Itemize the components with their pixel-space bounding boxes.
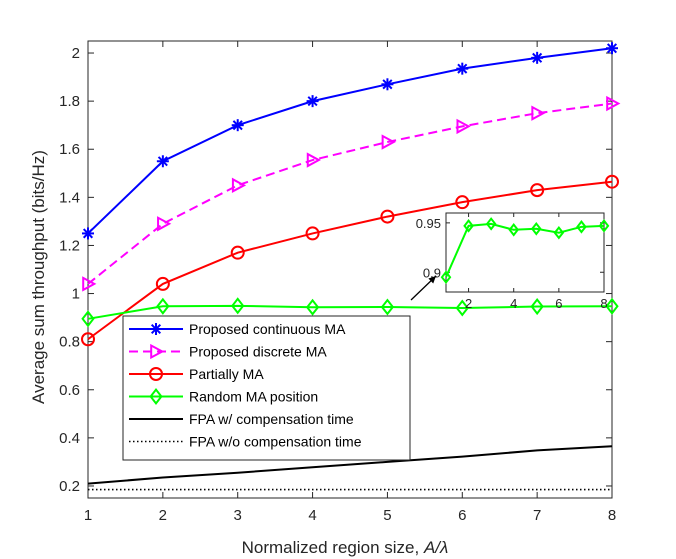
zoom-arrow	[410, 275, 437, 301]
inset-data-point	[440, 270, 452, 284]
data-point	[455, 299, 469, 317]
data-point	[606, 95, 621, 112]
data-point	[531, 51, 544, 64]
x-tick-label: 6	[458, 507, 466, 524]
inset-data-point	[463, 219, 474, 233]
x-tick-label: 5	[383, 507, 391, 524]
series-line-4	[87, 445, 613, 485]
legend-marker	[149, 367, 163, 381]
data-point	[606, 42, 618, 55]
inset-x-tick-label: 6	[555, 296, 562, 311]
data-point	[380, 298, 395, 316]
x-tick-label: 1	[84, 507, 92, 524]
legend-marker	[150, 323, 162, 335]
data-point	[605, 174, 619, 189]
legend-marker	[149, 387, 163, 406]
y-tick-label: 1.6	[59, 141, 80, 158]
inset-x-tick-label: 8	[600, 296, 607, 311]
y-tick-label: 1.2	[59, 237, 80, 254]
data-point	[81, 310, 95, 328]
inset-x-tick-label: 2	[465, 296, 472, 311]
y-tick-label: 1	[72, 286, 80, 303]
data-point	[306, 152, 321, 168]
x-tick-label: 8	[608, 507, 616, 524]
legend-entry: FPA w/ compensation time	[189, 411, 354, 427]
legend: Proposed continuous MA Proposed discrete …	[122, 315, 411, 461]
data-point	[306, 95, 319, 108]
data-point	[231, 119, 244, 132]
data-point	[531, 105, 546, 121]
legend-marker	[150, 343, 165, 360]
inset-data-point	[530, 222, 542, 236]
legend-entry: FPA w/o compensation time	[189, 434, 362, 450]
y-tick-label: 0.2	[59, 478, 80, 495]
series-line-1	[87, 102, 613, 285]
legend-entry: Proposed discrete MA	[189, 344, 327, 360]
inset-data-point	[485, 217, 497, 231]
data-point	[530, 298, 544, 316]
x-tick-label: 2	[159, 507, 167, 524]
data-point	[456, 118, 471, 135]
y-tick-label: 0.6	[59, 382, 80, 399]
y-tick-label: 2	[72, 45, 80, 62]
y-tick-label: 1.4	[59, 189, 80, 206]
series-line-3	[87, 304, 613, 320]
data-point	[381, 78, 394, 91]
data-point	[605, 297, 619, 315]
data-point	[81, 332, 95, 347]
inset-y-tick-label: 0.95	[416, 216, 441, 231]
y-axis-label: Average sum throughput (bits/Hz)	[29, 150, 48, 404]
x-axis-label: Normalized region size, A/λ	[242, 538, 449, 557]
data-point	[230, 245, 245, 260]
y-tick-label: 1.8	[59, 93, 80, 110]
inset-x-tick-label: 4	[510, 296, 517, 311]
x-tick-label: 7	[533, 507, 541, 524]
inset-data-point	[598, 219, 610, 233]
x-axis-label-symbol: A/λ	[423, 538, 448, 557]
data-point	[455, 195, 470, 210]
legend-entry: Proposed continuous MA	[189, 321, 346, 337]
inset-y-tick-label: 0.9	[423, 265, 441, 280]
inset-data-point	[508, 222, 520, 237]
x-axis-label-prefix: Normalized region size,	[242, 538, 424, 557]
y-tick-label: 0.8	[59, 334, 80, 351]
data-point	[380, 209, 395, 224]
data-point	[156, 155, 169, 168]
x-tick-label: 3	[234, 507, 242, 524]
data-point	[530, 183, 545, 198]
data-point	[231, 177, 247, 193]
y-tick-label: 0.4	[59, 430, 80, 447]
data-point	[305, 298, 320, 316]
inset-data-point	[553, 225, 565, 240]
legend-entry: Partially MA	[189, 366, 264, 382]
series-line-0	[87, 47, 613, 235]
data-point	[231, 297, 245, 315]
inset-plot: 2 4 6 8 0.9 0.95	[410, 212, 610, 311]
legend-entry: Random MA position	[189, 389, 318, 405]
data-point	[155, 276, 170, 291]
x-tick-label: 4	[308, 507, 316, 524]
series-line-2	[87, 180, 613, 341]
data-point	[156, 297, 170, 315]
data-point	[82, 227, 94, 240]
data-point	[82, 276, 97, 292]
inset-data-point	[576, 220, 587, 234]
data-point	[456, 62, 469, 75]
data-point	[157, 216, 172, 232]
data-point	[381, 134, 396, 150]
legend-box	[122, 315, 411, 461]
data-point	[305, 226, 320, 241]
